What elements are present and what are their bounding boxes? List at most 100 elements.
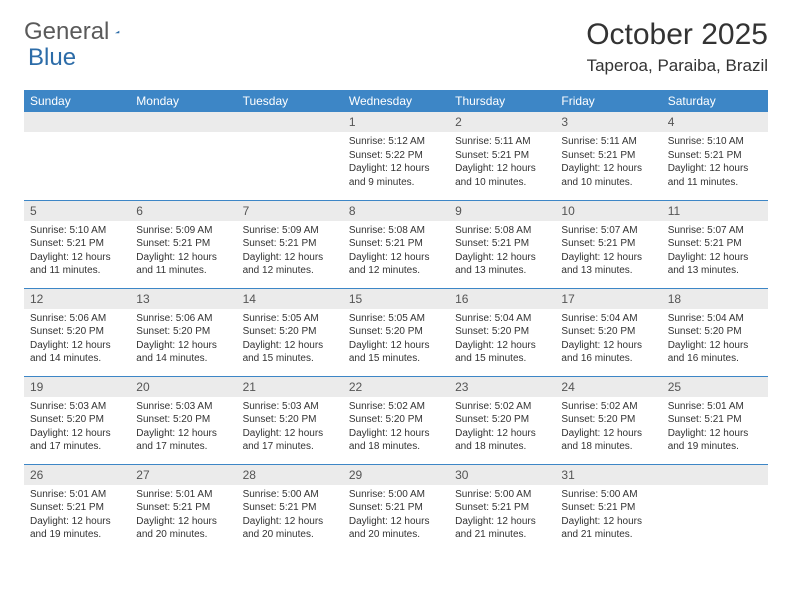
day-number: 9 [449, 201, 555, 221]
sunset-line: Sunset: 5:21 PM [455, 149, 549, 163]
day-number: 26 [24, 465, 130, 485]
calendar-day-cell: 16Sunrise: 5:04 AMSunset: 5:20 PMDayligh… [449, 288, 555, 376]
day-details: Sunrise: 5:04 AMSunset: 5:20 PMDaylight:… [449, 309, 555, 369]
day-number: 20 [130, 377, 236, 397]
calendar-day-cell: 27Sunrise: 5:01 AMSunset: 5:21 PMDayligh… [130, 464, 236, 552]
calendar-day-cell: 8Sunrise: 5:08 AMSunset: 5:21 PMDaylight… [343, 200, 449, 288]
daylight-line: Daylight: 12 hours and 21 minutes. [561, 515, 655, 542]
sunset-line: Sunset: 5:21 PM [561, 149, 655, 163]
day-details: Sunrise: 5:02 AMSunset: 5:20 PMDaylight:… [343, 397, 449, 457]
sunset-line: Sunset: 5:21 PM [668, 237, 762, 251]
sunrise-line: Sunrise: 5:11 AM [561, 135, 655, 149]
empty-day [24, 112, 130, 132]
sunset-line: Sunset: 5:20 PM [136, 325, 230, 339]
sunset-line: Sunset: 5:21 PM [561, 501, 655, 515]
sunrise-line: Sunrise: 5:01 AM [136, 488, 230, 502]
day-details: Sunrise: 5:08 AMSunset: 5:21 PMDaylight:… [449, 221, 555, 281]
day-number: 5 [24, 201, 130, 221]
day-number: 7 [237, 201, 343, 221]
daylight-line: Daylight: 12 hours and 20 minutes. [243, 515, 337, 542]
daylight-line: Daylight: 12 hours and 17 minutes. [136, 427, 230, 454]
sunrise-line: Sunrise: 5:02 AM [455, 400, 549, 414]
calendar-day-cell: 18Sunrise: 5:04 AMSunset: 5:20 PMDayligh… [662, 288, 768, 376]
sunrise-line: Sunrise: 5:03 AM [30, 400, 124, 414]
daylight-line: Daylight: 12 hours and 18 minutes. [349, 427, 443, 454]
calendar-day-cell: 19Sunrise: 5:03 AMSunset: 5:20 PMDayligh… [24, 376, 130, 464]
empty-day [237, 112, 343, 132]
calendar-week-row: 26Sunrise: 5:01 AMSunset: 5:21 PMDayligh… [24, 464, 768, 552]
sunset-line: Sunset: 5:21 PM [349, 237, 443, 251]
daylight-line: Daylight: 12 hours and 10 minutes. [561, 162, 655, 189]
daylight-line: Daylight: 12 hours and 12 minutes. [243, 251, 337, 278]
sunset-line: Sunset: 5:21 PM [30, 501, 124, 515]
sunrise-line: Sunrise: 5:09 AM [136, 224, 230, 238]
day-details: Sunrise: 5:07 AMSunset: 5:21 PMDaylight:… [662, 221, 768, 281]
sunset-line: Sunset: 5:21 PM [243, 501, 337, 515]
day-number: 12 [24, 289, 130, 309]
sunset-line: Sunset: 5:20 PM [668, 325, 762, 339]
daylight-line: Daylight: 12 hours and 15 minutes. [349, 339, 443, 366]
daylight-line: Daylight: 12 hours and 14 minutes. [30, 339, 124, 366]
day-number: 29 [343, 465, 449, 485]
day-details: Sunrise: 5:06 AMSunset: 5:20 PMDaylight:… [130, 309, 236, 369]
sunset-line: Sunset: 5:20 PM [455, 325, 549, 339]
sunset-line: Sunset: 5:20 PM [243, 325, 337, 339]
sunset-line: Sunset: 5:20 PM [349, 325, 443, 339]
calendar-day-cell: 22Sunrise: 5:02 AMSunset: 5:20 PMDayligh… [343, 376, 449, 464]
day-details: Sunrise: 5:11 AMSunset: 5:21 PMDaylight:… [449, 132, 555, 192]
sunrise-line: Sunrise: 5:06 AM [30, 312, 124, 326]
daylight-line: Daylight: 12 hours and 14 minutes. [136, 339, 230, 366]
day-details: Sunrise: 5:04 AMSunset: 5:20 PMDaylight:… [555, 309, 661, 369]
calendar-week-row: 1Sunrise: 5:12 AMSunset: 5:22 PMDaylight… [24, 112, 768, 200]
sunset-line: Sunset: 5:20 PM [243, 413, 337, 427]
day-details: Sunrise: 5:01 AMSunset: 5:21 PMDaylight:… [24, 485, 130, 545]
logo-triangle-icon [115, 23, 120, 41]
sunset-line: Sunset: 5:21 PM [668, 413, 762, 427]
title-location: Taperoa, Paraiba, Brazil [586, 56, 768, 76]
daylight-line: Daylight: 12 hours and 19 minutes. [30, 515, 124, 542]
sunset-line: Sunset: 5:21 PM [455, 501, 549, 515]
day-details: Sunrise: 5:02 AMSunset: 5:20 PMDaylight:… [555, 397, 661, 457]
title-block: October 2025 Taperoa, Paraiba, Brazil [586, 18, 768, 76]
empty-day [130, 112, 236, 132]
calendar-day-cell: 1Sunrise: 5:12 AMSunset: 5:22 PMDaylight… [343, 112, 449, 200]
daylight-line: Daylight: 12 hours and 11 minutes. [136, 251, 230, 278]
day-number: 23 [449, 377, 555, 397]
calendar-day-cell: 15Sunrise: 5:05 AMSunset: 5:20 PMDayligh… [343, 288, 449, 376]
day-details: Sunrise: 5:10 AMSunset: 5:21 PMDaylight:… [24, 221, 130, 281]
sunset-line: Sunset: 5:21 PM [455, 237, 549, 251]
daylight-line: Daylight: 12 hours and 17 minutes. [243, 427, 337, 454]
daylight-line: Daylight: 12 hours and 15 minutes. [243, 339, 337, 366]
day-details: Sunrise: 5:10 AMSunset: 5:21 PMDaylight:… [662, 132, 768, 192]
weekday-header: Thursday [449, 90, 555, 112]
header: General October 2025 Taperoa, Paraiba, B… [24, 18, 768, 76]
sunrise-line: Sunrise: 5:03 AM [243, 400, 337, 414]
weekday-header-row: Sunday Monday Tuesday Wednesday Thursday… [24, 90, 768, 112]
daylight-line: Daylight: 12 hours and 11 minutes. [668, 162, 762, 189]
day-details: Sunrise: 5:09 AMSunset: 5:21 PMDaylight:… [237, 221, 343, 281]
day-details: Sunrise: 5:03 AMSunset: 5:20 PMDaylight:… [237, 397, 343, 457]
day-details: Sunrise: 5:04 AMSunset: 5:20 PMDaylight:… [662, 309, 768, 369]
calendar-day-cell: 2Sunrise: 5:11 AMSunset: 5:21 PMDaylight… [449, 112, 555, 200]
sunrise-line: Sunrise: 5:08 AM [349, 224, 443, 238]
day-number: 21 [237, 377, 343, 397]
sunset-line: Sunset: 5:20 PM [30, 413, 124, 427]
day-details: Sunrise: 5:03 AMSunset: 5:20 PMDaylight:… [24, 397, 130, 457]
sunset-line: Sunset: 5:20 PM [349, 413, 443, 427]
day-number: 11 [662, 201, 768, 221]
calendar-day-cell: 20Sunrise: 5:03 AMSunset: 5:20 PMDayligh… [130, 376, 236, 464]
calendar-day-cell: 4Sunrise: 5:10 AMSunset: 5:21 PMDaylight… [662, 112, 768, 200]
calendar-week-row: 12Sunrise: 5:06 AMSunset: 5:20 PMDayligh… [24, 288, 768, 376]
sunrise-line: Sunrise: 5:04 AM [455, 312, 549, 326]
daylight-line: Daylight: 12 hours and 11 minutes. [30, 251, 124, 278]
logo: General [24, 18, 143, 46]
calendar-day-cell: 6Sunrise: 5:09 AMSunset: 5:21 PMDaylight… [130, 200, 236, 288]
day-number: 15 [343, 289, 449, 309]
sunrise-line: Sunrise: 5:00 AM [349, 488, 443, 502]
day-number: 18 [662, 289, 768, 309]
calendar-day-cell: 14Sunrise: 5:05 AMSunset: 5:20 PMDayligh… [237, 288, 343, 376]
sunset-line: Sunset: 5:21 PM [561, 237, 655, 251]
sunset-line: Sunset: 5:21 PM [136, 501, 230, 515]
calendar-day-cell: 25Sunrise: 5:01 AMSunset: 5:21 PMDayligh… [662, 376, 768, 464]
sunset-line: Sunset: 5:21 PM [668, 149, 762, 163]
